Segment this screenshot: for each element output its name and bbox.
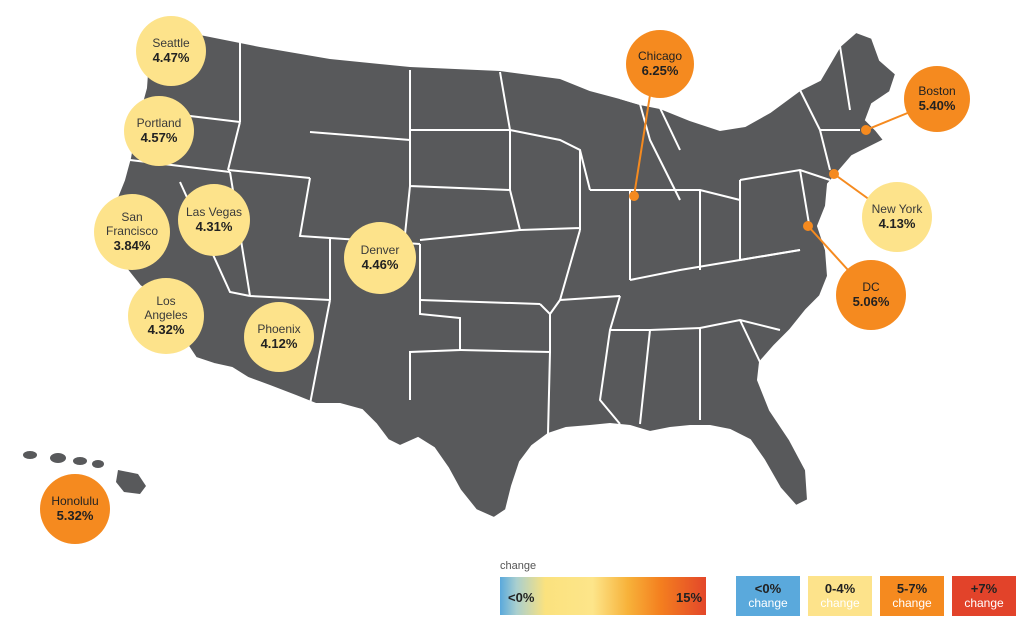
city-bubble-los-angeles: Los Angeles 4.32% bbox=[128, 278, 204, 354]
hawaii-island-1 bbox=[23, 451, 37, 459]
dc-leader-line bbox=[807, 225, 849, 271]
hawaii-big-island bbox=[116, 470, 146, 494]
city-name: Portland bbox=[136, 116, 182, 130]
swatch-word: change bbox=[964, 596, 1004, 610]
hawaii-island-3 bbox=[73, 457, 87, 465]
swatch-range: 5-7% bbox=[896, 581, 928, 596]
city-name: Chicago bbox=[637, 49, 683, 63]
swatch-word: change bbox=[892, 596, 932, 610]
legend-swatch-low: 0-4% change bbox=[808, 576, 872, 616]
swatch-range: +7% bbox=[970, 581, 998, 596]
city-value: 5.40% bbox=[918, 98, 956, 113]
city-value: 6.25% bbox=[641, 63, 679, 78]
city-bubble-phoenix: Phoenix 4.12% bbox=[244, 302, 314, 372]
city-value: 4.32% bbox=[147, 322, 185, 337]
swatch-range: <0% bbox=[754, 581, 782, 596]
city-value: 3.84% bbox=[113, 238, 151, 253]
swatch-word: change bbox=[820, 596, 860, 610]
city-name: New York bbox=[871, 202, 923, 216]
city-value: 5.06% bbox=[852, 294, 890, 309]
city-bubble-san-francisco: San Francisco 3.84% bbox=[94, 194, 170, 270]
legend-gradient-high: 15% bbox=[676, 590, 703, 605]
dc-marker bbox=[803, 221, 813, 231]
chicago-marker bbox=[629, 191, 639, 201]
city-name: San Francisco bbox=[105, 210, 158, 238]
city-bubble-dc: DC 5.06% bbox=[836, 260, 906, 330]
city-name: Phoenix bbox=[257, 322, 301, 336]
city-bubble-las-vegas: Las Vegas 4.31% bbox=[178, 184, 250, 256]
city-value: 4.47% bbox=[152, 50, 190, 65]
swatch-range: 0-4% bbox=[824, 581, 856, 596]
city-name: Denver bbox=[360, 243, 400, 257]
city-value: 4.12% bbox=[260, 336, 298, 351]
city-bubble-seattle: Seattle 4.47% bbox=[136, 16, 206, 86]
city-name: Honolulu bbox=[51, 494, 99, 508]
city-bubble-honolulu: Honolulu 5.32% bbox=[40, 474, 110, 544]
legend-swatch-high: +7% change bbox=[952, 576, 1016, 616]
swatch-word: change bbox=[748, 596, 788, 610]
new-york-marker bbox=[829, 169, 839, 179]
city-name: Los Angeles bbox=[144, 294, 188, 322]
city-bubble-denver: Denver 4.46% bbox=[344, 222, 416, 294]
legend-swatch-negative: <0% change bbox=[736, 576, 800, 616]
city-value: 4.13% bbox=[878, 216, 916, 231]
city-value: 4.46% bbox=[361, 257, 399, 272]
city-name: Seattle bbox=[152, 36, 190, 50]
hawaii-island-4 bbox=[92, 460, 104, 468]
new-york-leader-line bbox=[833, 173, 871, 201]
city-bubble-portland: Portland 4.57% bbox=[124, 96, 194, 166]
city-value: 5.32% bbox=[56, 508, 94, 523]
city-name: Las Vegas bbox=[185, 205, 243, 219]
legend-gradient-low: <0% bbox=[508, 590, 535, 605]
city-bubble-new-york: New York 4.13% bbox=[862, 182, 932, 252]
city-value: 4.57% bbox=[140, 130, 178, 145]
chicago-leader-line bbox=[633, 94, 651, 197]
city-name: Boston bbox=[918, 84, 956, 98]
city-bubble-boston: Boston 5.40% bbox=[904, 66, 970, 132]
boston-marker bbox=[861, 125, 871, 135]
legend-gradient-bar bbox=[500, 577, 706, 615]
city-bubble-chicago: Chicago 6.25% bbox=[626, 30, 694, 98]
city-value: 4.31% bbox=[195, 219, 233, 234]
city-name: DC bbox=[862, 280, 880, 294]
boston-leader-line bbox=[865, 111, 911, 131]
legend-title: change bbox=[500, 560, 537, 572]
hawaii-island-2 bbox=[50, 453, 66, 463]
legend-swatch-mid: 5-7% change bbox=[880, 576, 944, 616]
